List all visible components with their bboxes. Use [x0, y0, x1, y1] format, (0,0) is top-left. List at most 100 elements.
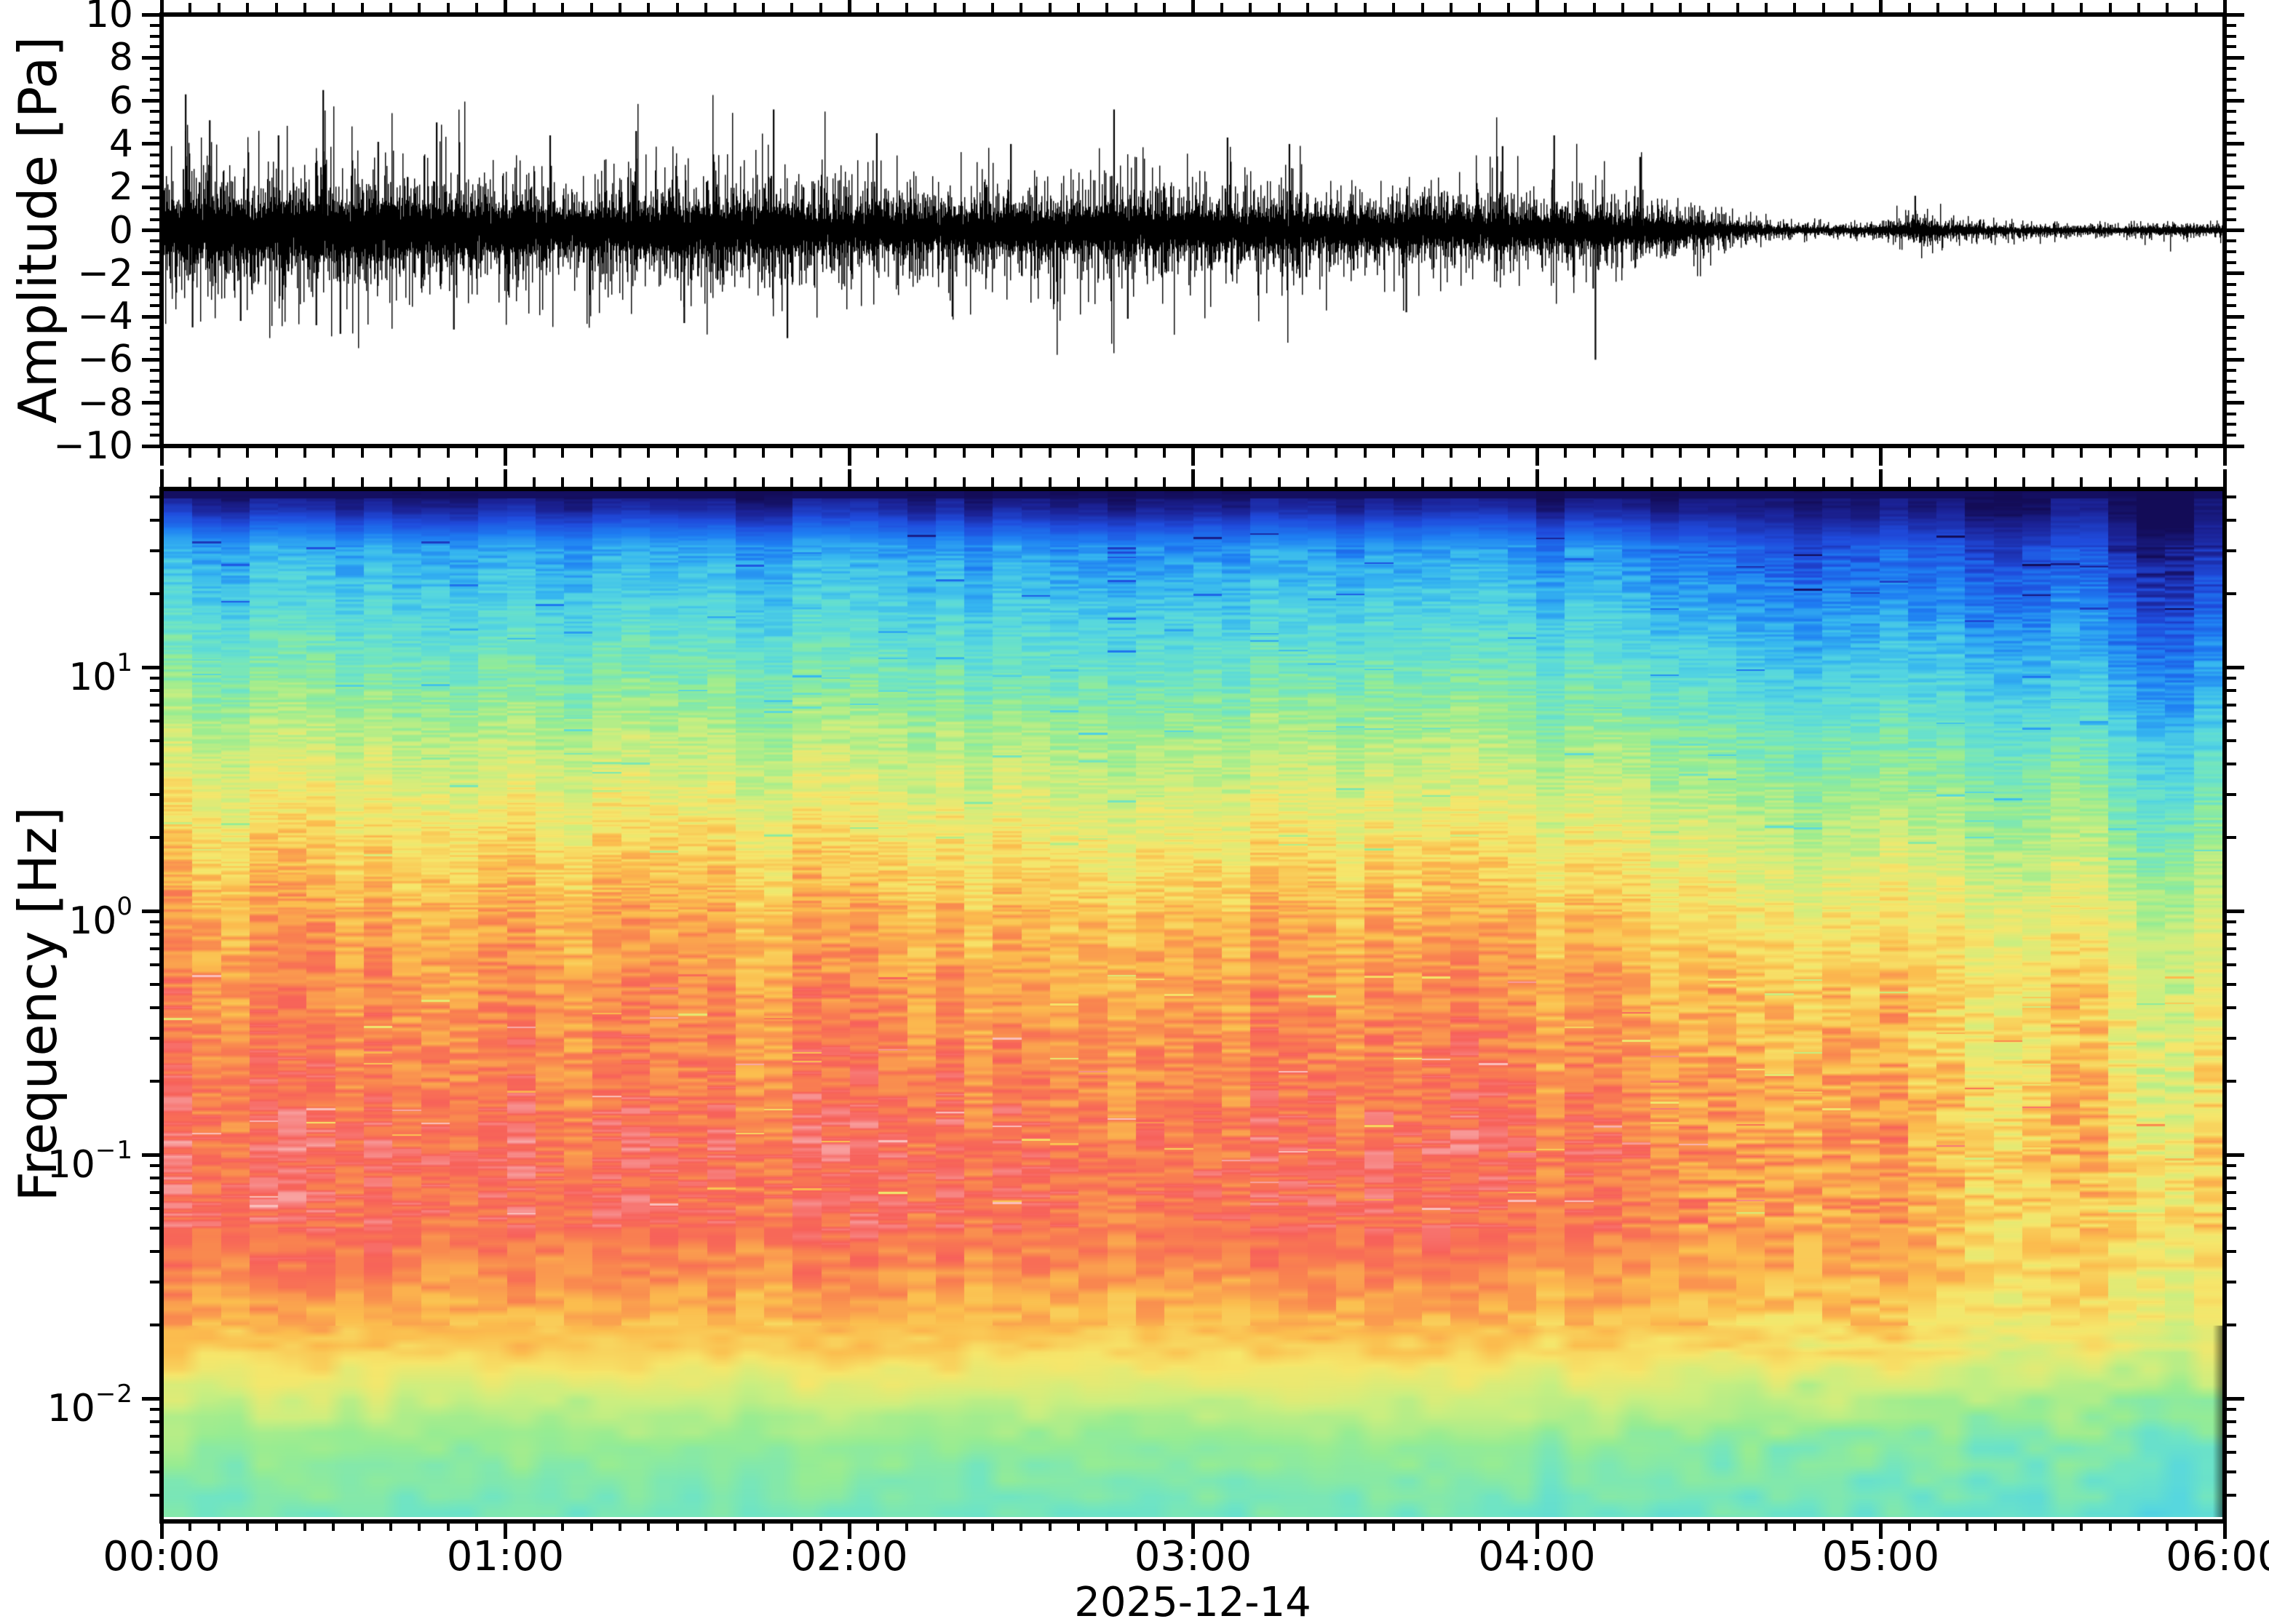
- tick-mark: [2222, 0, 2227, 12]
- amplitude-tick-label: 2: [108, 165, 133, 210]
- tick-mark: [332, 448, 335, 458]
- tick-mark: [303, 448, 306, 458]
- tick-mark: [2227, 99, 2244, 103]
- tick-mark: [217, 448, 220, 458]
- tick-mark: [2227, 423, 2236, 426]
- tick-mark: [1851, 448, 1854, 458]
- tick-mark: [150, 23, 159, 27]
- tick-mark: [647, 3, 651, 12]
- time-tick-label: 05:00: [1821, 1533, 1940, 1580]
- tick-mark: [675, 477, 679, 487]
- tick-mark: [2227, 347, 2236, 351]
- amplitude-tick-label: 10: [84, 0, 133, 36]
- tick-mark: [1879, 0, 1883, 12]
- tick-mark: [2227, 164, 2236, 167]
- tick-mark: [1765, 477, 1768, 487]
- tick-mark: [647, 1521, 651, 1531]
- tick-mark: [274, 448, 278, 458]
- tick-mark: [2227, 739, 2236, 742]
- tick-mark: [619, 477, 621, 487]
- tick-mark: [1592, 1521, 1596, 1531]
- tick-mark: [2227, 282, 2236, 286]
- tick-mark: [2080, 448, 2083, 458]
- tick-mark: [2227, 412, 2236, 415]
- tick-mark: [1306, 477, 1309, 487]
- tick-mark: [446, 1521, 450, 1531]
- tick-mark: [2227, 665, 2244, 669]
- tick-mark: [1191, 1521, 1195, 1539]
- tick-mark: [1994, 448, 1997, 458]
- tick-mark: [2227, 390, 2236, 394]
- tick-mark: [150, 592, 159, 596]
- time-tick-label: 06:00: [2166, 1533, 2269, 1580]
- tick-mark: [2227, 207, 2236, 210]
- tick-mark: [1363, 448, 1367, 458]
- tick-mark: [142, 357, 159, 362]
- tick-mark: [142, 909, 159, 913]
- tick-mark: [1306, 448, 1309, 458]
- tick-mark: [2166, 448, 2169, 458]
- tick-mark: [2108, 477, 2112, 487]
- tick-mark: [2108, 3, 2112, 12]
- tick-mark: [150, 67, 159, 71]
- tick-mark: [142, 55, 159, 60]
- tick-mark: [647, 477, 651, 487]
- tick-mark: [332, 477, 335, 487]
- time-tick-label: 00:00: [103, 1533, 220, 1580]
- tick-mark: [150, 218, 159, 221]
- tick-mark: [274, 1521, 278, 1531]
- tick-mark: [2227, 45, 2236, 49]
- tick-mark: [150, 304, 159, 308]
- tick-mark: [504, 1521, 507, 1539]
- tick-mark: [142, 185, 159, 189]
- tick-mark: [1650, 477, 1653, 487]
- tick-mark: [2227, 401, 2244, 405]
- tick-mark: [150, 1190, 159, 1194]
- tick-mark: [1277, 1521, 1281, 1531]
- tick-mark: [150, 720, 159, 723]
- tick-mark: [2227, 380, 2236, 383]
- tick-mark: [1707, 3, 1711, 12]
- tick-mark: [1249, 477, 1252, 487]
- tick-mark: [532, 477, 536, 487]
- tick-mark: [2227, 1420, 2236, 1424]
- tick-mark: [704, 3, 708, 12]
- tick-mark: [188, 3, 192, 12]
- tick-mark: [847, 469, 851, 487]
- tick-mark: [2227, 239, 2236, 243]
- tick-mark: [142, 12, 159, 17]
- frequency-tick-label: 10−2: [47, 1380, 133, 1430]
- tick-mark: [150, 1080, 159, 1083]
- tick-mark: [619, 448, 621, 458]
- tick-mark: [2227, 1164, 2236, 1168]
- tick-mark: [1678, 3, 1682, 12]
- tick-mark: [1707, 1521, 1711, 1531]
- tick-mark: [2227, 933, 2236, 936]
- tick-mark: [2227, 1006, 2236, 1010]
- tick-mark: [150, 1226, 159, 1230]
- tick-mark: [418, 3, 421, 12]
- tick-mark: [934, 448, 937, 458]
- tick-mark: [150, 250, 159, 254]
- tick-mark: [1449, 1521, 1453, 1531]
- tick-mark: [1535, 1521, 1539, 1539]
- tick-mark: [150, 549, 159, 553]
- tick-mark: [761, 3, 765, 12]
- tick-mark: [2227, 1470, 2236, 1473]
- frequency-tick-label: 100: [68, 892, 133, 943]
- tick-mark: [2227, 260, 2236, 264]
- tick-mark: [150, 45, 159, 49]
- tick-mark: [332, 3, 335, 12]
- tick-mark: [1249, 3, 1252, 12]
- tick-mark: [2227, 67, 2236, 71]
- tick-mark: [1020, 1521, 1023, 1531]
- tick-mark: [150, 239, 159, 243]
- tick-mark: [389, 1521, 392, 1531]
- tick-mark: [2227, 34, 2236, 38]
- tick-mark: [150, 434, 159, 437]
- tick-mark: [2227, 1281, 2236, 1284]
- tick-mark: [990, 448, 994, 458]
- tick-mark: [589, 448, 593, 458]
- tick-mark: [532, 448, 536, 458]
- tick-mark: [389, 3, 392, 12]
